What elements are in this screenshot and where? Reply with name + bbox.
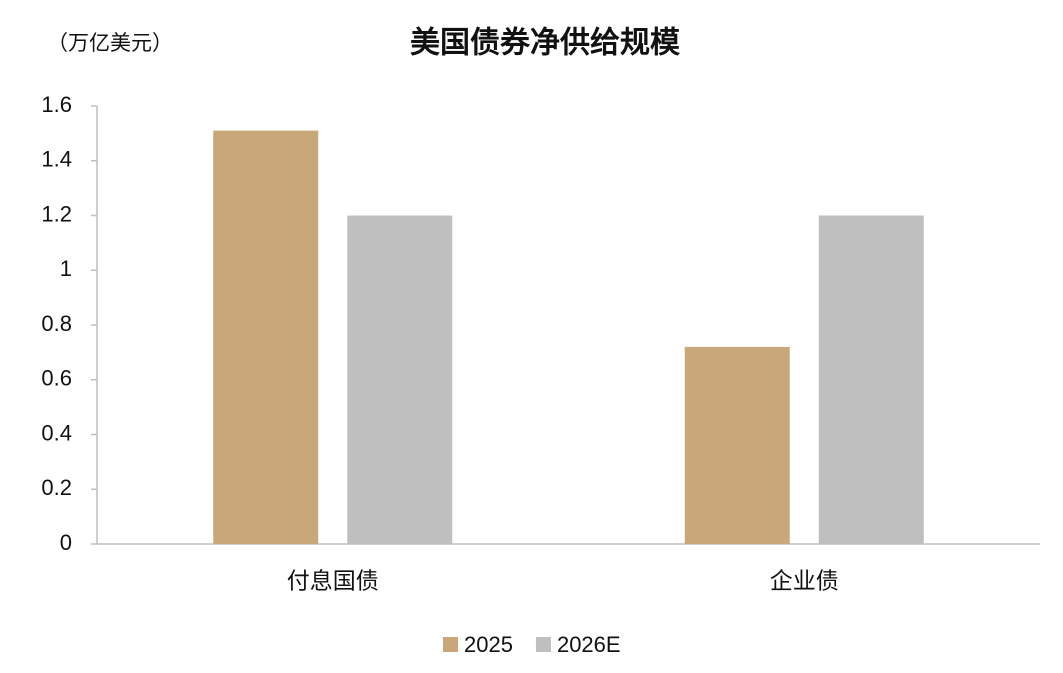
chart-title: 美国债券净供给规模 [410, 26, 680, 61]
bar [213, 130, 319, 544]
y-axis-label: （万亿美元） [47, 31, 173, 55]
y-tick-label: 1.4 [41, 147, 72, 172]
bar [347, 215, 453, 544]
bar [684, 346, 790, 544]
y-tick-label: 1.6 [41, 92, 72, 117]
y-tick-label: 1 [60, 256, 72, 281]
legend-label: 2025 [464, 632, 513, 657]
x-tick-label: 付息国债 [287, 569, 379, 595]
x-tick-label: 企业债 [770, 569, 839, 595]
y-tick-label: 0.6 [41, 366, 72, 391]
legend-label: 2026E [557, 632, 621, 657]
y-tick-label: 0 [60, 530, 72, 555]
legend-swatch [443, 637, 458, 652]
y-tick-label: 0.4 [41, 420, 72, 445]
bar [818, 215, 924, 544]
legend-swatch [535, 637, 551, 652]
y-tick-label: 0.2 [41, 475, 72, 500]
y-tick-label: 1.2 [41, 201, 72, 226]
y-tick-label: 0.8 [41, 311, 72, 336]
